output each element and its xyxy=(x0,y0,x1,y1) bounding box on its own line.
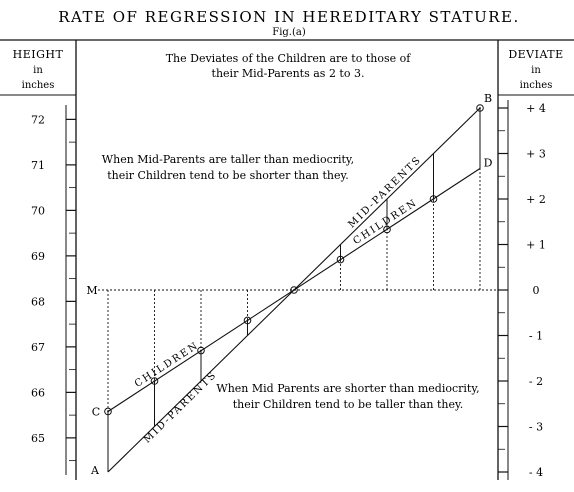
ratio-note-line2: their Mid-Parents as 2 to 3. xyxy=(212,67,365,80)
chart-title: RATE OF REGRESSION IN HEREDITARY STATURE… xyxy=(58,8,520,26)
left-header-in: in xyxy=(33,65,43,76)
left-tick-label: 67 xyxy=(31,341,45,354)
chart-frame xyxy=(0,39,574,480)
left-tick-label: 65 xyxy=(31,432,45,445)
endpoint-center xyxy=(107,410,109,413)
taller-note-line1: When Mid-Parents are taller than mediocr… xyxy=(102,153,354,166)
point-label-m: M xyxy=(86,284,97,297)
left-tick-label: 68 xyxy=(31,295,45,308)
children-point xyxy=(429,195,438,203)
point-label-a: A xyxy=(90,464,100,477)
endpoint-circle xyxy=(476,104,484,112)
left-tick-label: 66 xyxy=(31,386,45,399)
right-tick-label: - 4 xyxy=(529,466,543,479)
left-tick-label: 70 xyxy=(31,204,45,217)
children-point-center xyxy=(153,380,156,382)
point-label-b: B xyxy=(484,92,492,105)
taller-note-line2: their Children tend to be shorter than t… xyxy=(107,169,349,182)
children-point xyxy=(150,377,159,385)
children-point xyxy=(290,286,298,294)
right-axis: + 4 + 3 + 2 + 1 0 - 1 - 2 - 3 - 4 xyxy=(498,100,546,480)
point-label-d: D xyxy=(484,157,493,170)
left-tick-label: 72 xyxy=(31,113,45,126)
shorter-note-line2: their Children tend to be taller than th… xyxy=(233,398,464,411)
right-tick-label: + 4 xyxy=(526,102,546,115)
right-tick-label: + 3 xyxy=(526,148,546,161)
point-label-c: C xyxy=(92,405,100,418)
right-tick-label: - 1 xyxy=(529,330,543,343)
right-tick-label: + 1 xyxy=(526,239,546,252)
right-header-in: in xyxy=(531,65,541,76)
children-point xyxy=(336,255,345,264)
children-point-center xyxy=(200,349,202,352)
children-point-center xyxy=(386,228,388,231)
data-points xyxy=(104,104,484,416)
point-labels: MID-PARENTSMID-PARENTSCHILDRENCHILDRENAB… xyxy=(86,92,492,477)
children-point-center xyxy=(246,319,249,322)
right-tick-label: 0 xyxy=(533,284,540,297)
endpoint-circle xyxy=(104,407,112,416)
left-header-inches: inches xyxy=(22,80,55,91)
right-header-inches: inches xyxy=(520,80,553,91)
right-tick-label: - 3 xyxy=(529,421,543,434)
chart-subtitle: Fig.(a) xyxy=(272,27,306,38)
right-tick-label: + 2 xyxy=(526,193,546,206)
children-point-center xyxy=(339,258,342,261)
right-header-deviate: DEVIATE xyxy=(508,48,563,61)
children-point-center xyxy=(293,289,295,291)
children-point xyxy=(383,225,391,234)
left-header-height: HEIGHT xyxy=(13,48,64,61)
right-tick-label: - 2 xyxy=(529,375,543,388)
left-tick-label: 69 xyxy=(31,250,45,263)
endpoint-center xyxy=(479,107,481,109)
children-point-center xyxy=(432,198,435,200)
children-label-lower: CHILDREN xyxy=(133,340,201,390)
left-axis: 72 71 70 69 68 67 66 65 xyxy=(31,105,76,475)
shorter-note-line1: When Mid Parents are shorter than medioc… xyxy=(216,382,479,395)
mid-parents-label-lower: MID-PARENTS xyxy=(142,369,220,445)
ratio-note-line1: The Deviates of the Children are to thos… xyxy=(166,52,412,65)
left-tick-label: 71 xyxy=(31,159,45,172)
deviate-verticals xyxy=(107,108,481,472)
children-point xyxy=(197,346,205,355)
children-point xyxy=(243,316,252,325)
